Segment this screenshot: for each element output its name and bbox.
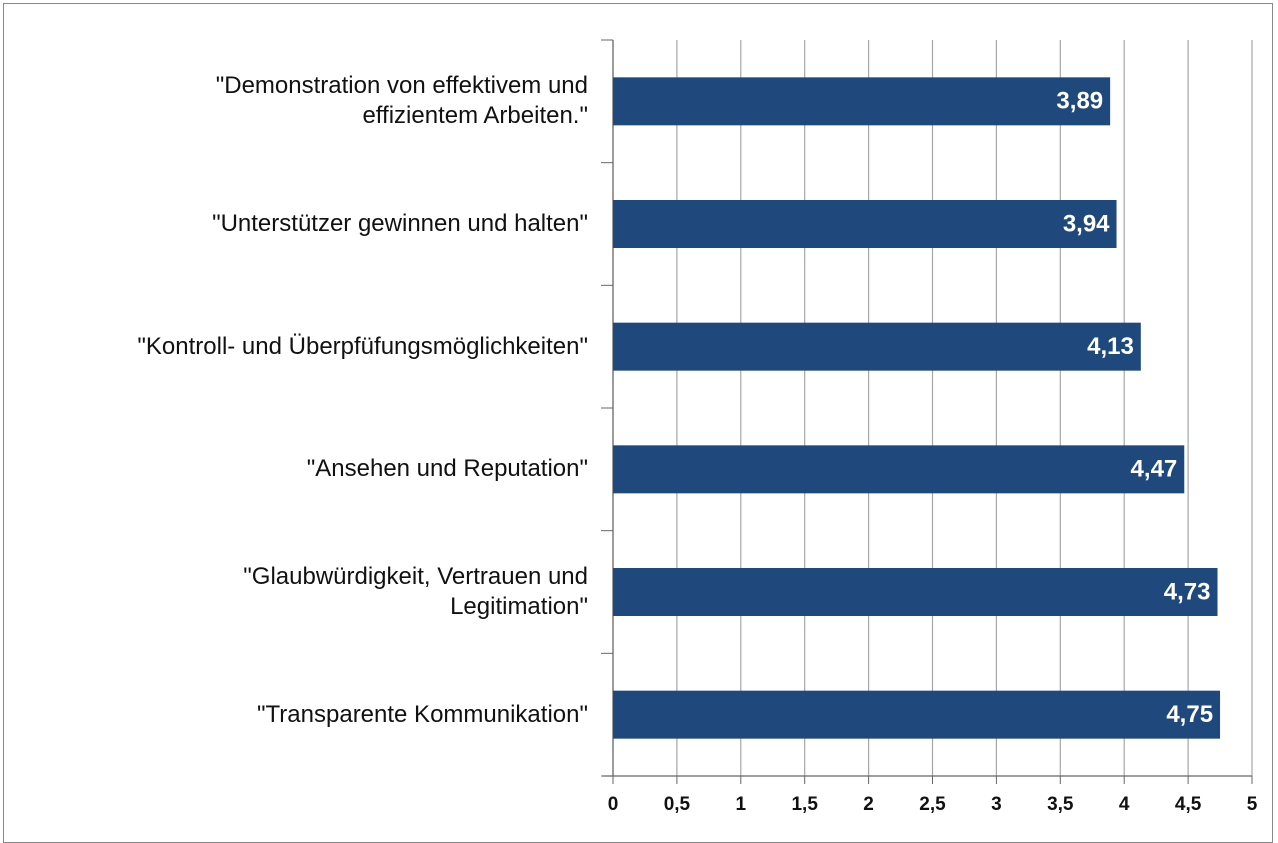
- x-tick-label: 4,5: [1175, 794, 1202, 815]
- x-tick-label: 3,5: [1047, 794, 1074, 815]
- category-label-box: "Kontroll- und Überpfüfungsmöglichkeiten…: [8, 285, 588, 408]
- category-label-box: "Glaubwürdigkeit, Vertrauen und Legitima…: [148, 531, 588, 654]
- value-label: 3,94: [1063, 210, 1110, 237]
- x-tick-label: 4: [1119, 794, 1130, 815]
- value-label: 4,75: [1166, 701, 1213, 728]
- category-label: "Demonstration von effektivem und effizi…: [215, 72, 588, 130]
- bar: [613, 200, 1117, 248]
- x-tick-label: 2,5: [919, 794, 946, 815]
- x-tick-label: 1,5: [791, 794, 818, 815]
- category-label-box: "Transparente Kommunikation": [18, 653, 588, 776]
- x-tick-label: 0: [608, 794, 619, 815]
- x-tick-label: 1: [736, 794, 747, 815]
- category-label: "Ansehen und Reputation": [306, 455, 588, 483]
- category-label-box: "Ansehen und Reputation": [18, 408, 588, 531]
- x-tick-label: 2: [863, 794, 874, 815]
- x-tick-label: 0,5: [664, 794, 691, 815]
- bar: [613, 690, 1221, 739]
- bar: [613, 77, 1111, 126]
- value-label: 4,47: [1131, 456, 1178, 483]
- bar: [613, 445, 1185, 494]
- value-label: 4,13: [1087, 333, 1134, 360]
- category-label-box: "Demonstration von effektivem und effizi…: [108, 40, 588, 163]
- bar: [613, 568, 1218, 616]
- x-tick-label: 3: [991, 794, 1002, 815]
- category-label: "Kontroll- und Überpfüfungsmöglichkeiten…: [137, 332, 588, 360]
- value-label: 4,73: [1164, 578, 1211, 605]
- bar: [613, 322, 1141, 371]
- category-label: "Transparente Kommunikation": [257, 700, 588, 728]
- value-label: 3,89: [1056, 88, 1103, 115]
- category-label-box: "Unterstützer gewinnen und halten": [18, 163, 588, 286]
- x-tick-label: 5: [1247, 794, 1258, 815]
- category-label: "Glaubwürdigkeit, Vertrauen und Legitima…: [243, 562, 588, 620]
- category-label: "Unterstützer gewinnen und halten": [212, 209, 588, 237]
